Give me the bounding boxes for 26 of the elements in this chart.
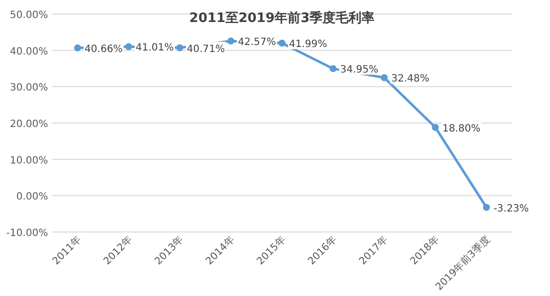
- point: [330, 65, 337, 72]
- data-label: 41.99%: [289, 39, 328, 50]
- data-label: -3.23%: [493, 203, 529, 214]
- y-tick-label: -10.00%: [6, 228, 48, 239]
- point: [227, 37, 234, 44]
- y-tick-label: 10.00%: [10, 155, 48, 166]
- data-label: 18.80%: [442, 123, 480, 134]
- y-tick-label: 50.00%: [10, 10, 48, 21]
- data-label: 34.95%: [340, 64, 378, 76]
- y-tick-label: 20.00%: [10, 119, 48, 130]
- point: [176, 44, 184, 52]
- point: [380, 74, 388, 82]
- point: [432, 124, 439, 131]
- point: [74, 44, 82, 52]
- data-label: 32.48%: [391, 74, 430, 85]
- data-label: 40.71%: [186, 44, 225, 55]
- chart-title: 2011至2019年前3季度毛利率: [189, 10, 375, 26]
- data-label: 41.01%: [136, 42, 174, 54]
- data-label: 42.57%: [238, 36, 276, 48]
- point: [482, 204, 490, 211]
- point: [125, 43, 132, 50]
- y-tick-label: 40.00%: [10, 46, 48, 58]
- y-tick-label: 30.00%: [10, 82, 48, 94]
- y-tick-label: 0.00%: [16, 192, 48, 203]
- data-label: 40.66%: [84, 44, 123, 55]
- point: [278, 40, 286, 47]
